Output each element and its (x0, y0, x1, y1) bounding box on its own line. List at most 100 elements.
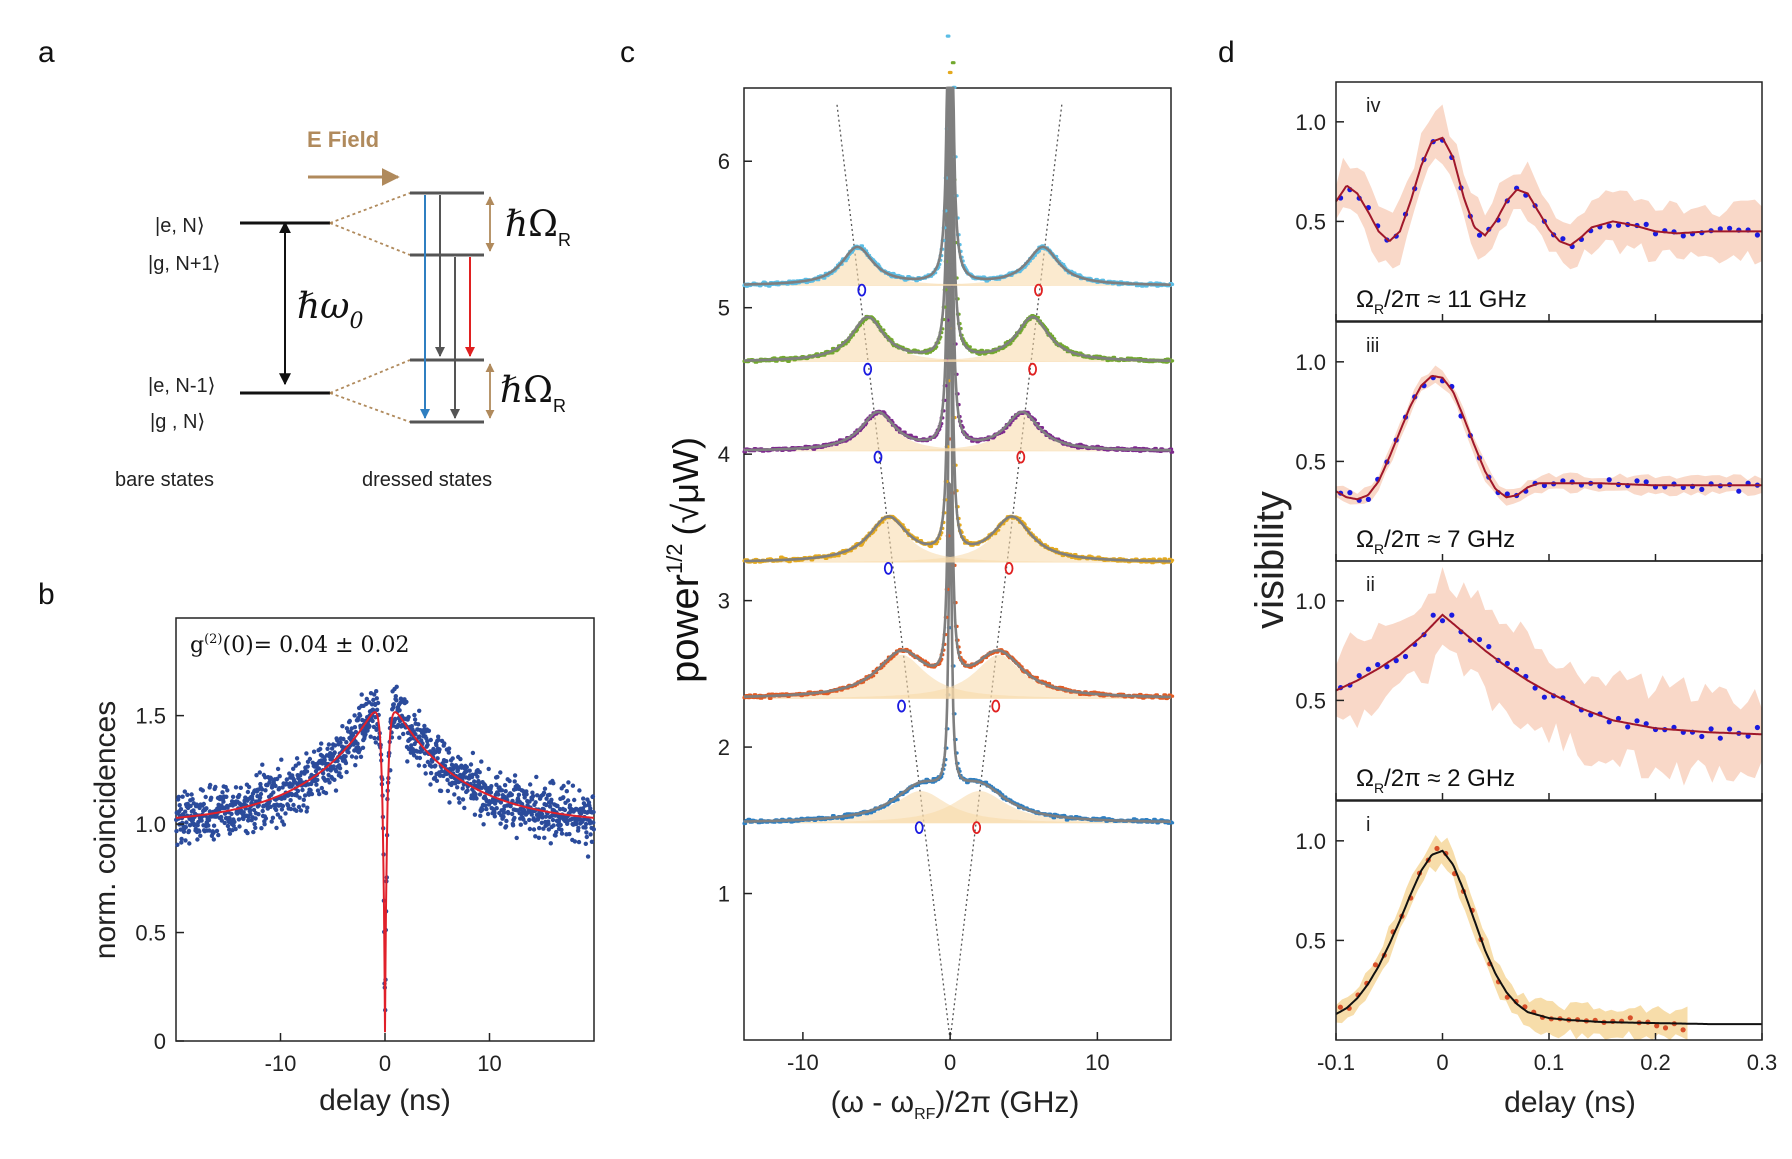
d-ytick-label: 1.0 (1295, 829, 1326, 854)
d-fit-line (1335, 613, 1763, 736)
b-data-point (211, 823, 217, 828)
b-xtick-label: 0 (379, 1051, 391, 1076)
b-data-point (246, 784, 252, 790)
b-data-point (583, 841, 588, 846)
b-data-point (337, 766, 343, 771)
b-data-point (184, 820, 189, 825)
b-data-point (372, 735, 377, 741)
d-data-point (1504, 491, 1510, 497)
panel-c-plot (742, 34, 1175, 1041)
b-data-point (304, 809, 309, 814)
ket-e-Nm1: |e, N-1⟩ (148, 375, 215, 397)
b-data-point (479, 759, 484, 764)
b-data-point (452, 792, 457, 797)
c-spectrum-fit (744, 86, 1172, 363)
b-data-point (279, 757, 284, 762)
hbar-omega0: ℏω0 (297, 286, 364, 334)
b-data-point (233, 826, 238, 832)
b-data-point (468, 762, 474, 767)
d-ytick-label: 0.5 (1295, 449, 1326, 474)
b-data-point (297, 795, 302, 800)
b-data-point (393, 694, 398, 699)
d-data-point (1430, 612, 1436, 618)
d-caption: ΩR/2π ≈ 11 GHz (1356, 286, 1527, 317)
c-marker-right (991, 699, 1001, 713)
b-data-point (258, 791, 264, 797)
b-data-point (357, 713, 363, 718)
b-data-point (492, 801, 498, 806)
d-data-point (1643, 721, 1649, 727)
hbar-OmegaR-top: ℏΩR (505, 204, 571, 250)
b-data-point (584, 830, 589, 835)
d-ytick-label: 0.5 (1295, 928, 1326, 953)
c-lorentz-fill (744, 654, 1171, 699)
d-data-point (1727, 726, 1733, 732)
b-data-point (507, 778, 512, 784)
d-data-point (1597, 483, 1603, 489)
b-data-point (186, 828, 192, 834)
b-data-point (433, 749, 438, 755)
b-data-point (561, 783, 566, 789)
b-data-point (337, 771, 342, 776)
b-data-point (394, 684, 399, 689)
b-ytick-label: 0 (154, 1029, 166, 1054)
b-data-point (401, 731, 406, 737)
b-data-point (256, 812, 261, 817)
d-data-point (1615, 222, 1622, 228)
b-data-point (433, 763, 438, 768)
d-data-point (1365, 666, 1371, 672)
b-data-point (570, 783, 576, 788)
b-data-point (577, 788, 582, 793)
b-data-point (477, 770, 482, 775)
b-data-point (329, 746, 335, 751)
b-data-point (344, 769, 349, 775)
b-data-point (412, 712, 417, 718)
d-fit-line (1335, 849, 1762, 1026)
b-data-point (498, 821, 503, 826)
b-data-point (494, 782, 499, 787)
d-data-point (1560, 236, 1566, 242)
panel-a: a E Field |e, N⟩ |g, N+1⟩ |e, N-1⟩ |g , … (38, 36, 571, 491)
b-data-point (263, 788, 268, 793)
b-data-point (211, 837, 216, 842)
b-data-point (544, 796, 549, 801)
b-data-point (221, 799, 226, 804)
b-data-point (506, 811, 511, 816)
d-data-point (1708, 726, 1714, 732)
d-data-point (1680, 233, 1686, 239)
b-data-point (397, 735, 402, 740)
panel-b-ylabel: norm. coincidences (89, 701, 122, 959)
b-data-point (275, 766, 281, 772)
ket-g-N1: |g, N+1⟩ (148, 253, 220, 275)
d-data-point (1699, 733, 1705, 740)
b-data-point (309, 791, 315, 797)
b-data-point (241, 810, 246, 815)
b-data-point (457, 800, 462, 805)
b-data-point (572, 797, 577, 803)
b-data-point (257, 795, 263, 800)
d-xtick-label: 0 (1436, 1050, 1448, 1075)
b-data-point (498, 770, 503, 775)
b-data-point (190, 797, 195, 802)
c-marker-left (873, 450, 883, 464)
c-marker-right (1004, 561, 1014, 575)
d-data-point (1347, 490, 1353, 496)
b-data-point (535, 793, 540, 798)
c-spectrum-fit (744, 480, 1171, 823)
c-ytick-label: 1 (718, 882, 730, 907)
b-data-point (445, 777, 450, 783)
b-data-point (539, 820, 544, 825)
d-data-point (1606, 477, 1612, 483)
b-data-point (271, 790, 276, 795)
b-data-point (588, 832, 593, 837)
d-data-point (1652, 231, 1659, 237)
b-data-point (178, 807, 184, 812)
b-data-point (179, 840, 184, 845)
b-data-point (524, 811, 530, 816)
d-data-point (1680, 1027, 1686, 1033)
b-data-point (358, 754, 364, 759)
b-data-point (291, 802, 296, 808)
b-data-point (327, 780, 332, 785)
b-data-point (197, 805, 202, 811)
b-data-point (229, 811, 234, 817)
